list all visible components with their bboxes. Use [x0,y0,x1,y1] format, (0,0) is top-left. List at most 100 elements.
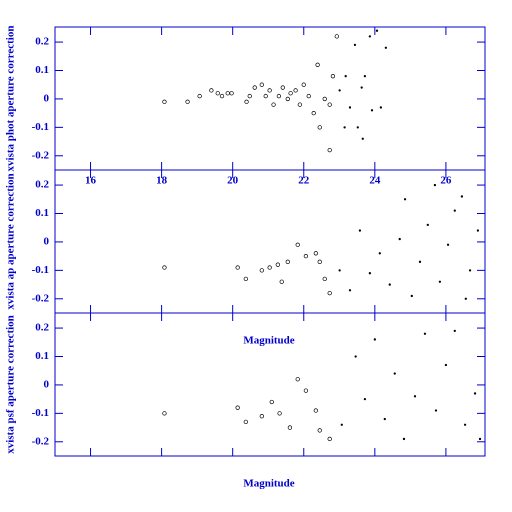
y-tick-label: -0.1 [32,407,49,419]
point [423,332,427,335]
point [478,437,482,441]
point [363,397,367,401]
y-tick-label: 0.2 [35,322,49,334]
y-axis-label: xvista phot aperture correction [5,26,17,172]
point [338,269,341,272]
point [348,106,352,109]
point [460,195,464,198]
point [375,29,379,32]
point [247,93,252,99]
point [313,251,318,256]
point [393,372,396,375]
point [330,74,336,79]
point [327,102,332,107]
y-axis-label: xvista psf aperture correction [5,315,17,454]
point [313,408,318,413]
point [438,280,442,283]
point [219,93,225,99]
point [311,110,316,116]
point [259,268,264,273]
x-axis-label: Magnitude [243,478,294,490]
point [209,88,214,93]
point [344,75,347,78]
point [295,242,300,247]
point [288,91,293,96]
plot-frame [54,169,486,314]
point [301,82,306,87]
y-tick-label: 0.1 [35,64,49,76]
point [287,425,293,430]
y-tick-label: 0.1 [35,207,49,219]
point [215,91,220,96]
point [322,96,327,102]
x-tick-label: 26 [440,175,452,187]
point [360,86,363,89]
point [244,99,249,104]
point [327,147,332,153]
point [295,377,300,382]
point [315,62,320,67]
point [463,423,467,426]
y-tick-label: 0 [44,92,50,104]
point [197,93,202,99]
point [468,269,472,272]
point [259,82,264,87]
point [388,283,391,286]
y-tick-label: 0.2 [35,179,49,191]
point [413,395,417,398]
y-tick-label: -0.2 [32,435,50,447]
point [317,259,322,264]
point [162,99,167,104]
point [340,423,343,426]
point [373,338,376,341]
point [280,85,285,90]
point [370,109,374,112]
point [303,253,309,259]
point [368,272,372,275]
point [338,89,341,92]
point [185,99,190,104]
point [446,243,450,246]
point [379,106,383,109]
point [453,329,456,333]
point [434,409,438,412]
point [279,279,284,284]
point [263,93,268,99]
point [252,85,257,90]
y-tick-label: -0.1 [32,121,49,133]
point [363,75,367,78]
point [267,265,272,270]
point [384,46,388,49]
point [269,399,274,405]
point [426,223,429,227]
point [358,229,362,232]
y-tick-label: -0.2 [32,149,50,161]
point [303,388,309,393]
point [225,91,230,96]
y-tick-label: 0.1 [35,350,49,362]
point [353,43,357,47]
x-tick-label: 22 [298,175,310,187]
point [464,297,467,300]
point [398,237,401,241]
point [162,265,167,270]
point [243,276,248,282]
point [243,419,248,425]
point [433,183,437,187]
point [473,392,477,395]
point [297,102,303,107]
point [271,102,276,107]
point [285,96,290,102]
point [267,88,272,93]
point [259,414,264,419]
point [410,294,413,298]
x-tick-label: 18 [156,175,168,187]
point [317,125,322,130]
point [453,209,456,212]
point [275,262,280,267]
point [293,88,298,93]
point [327,436,332,442]
point [444,363,448,367]
x-tick-label: 20 [227,175,239,187]
point [285,259,290,264]
